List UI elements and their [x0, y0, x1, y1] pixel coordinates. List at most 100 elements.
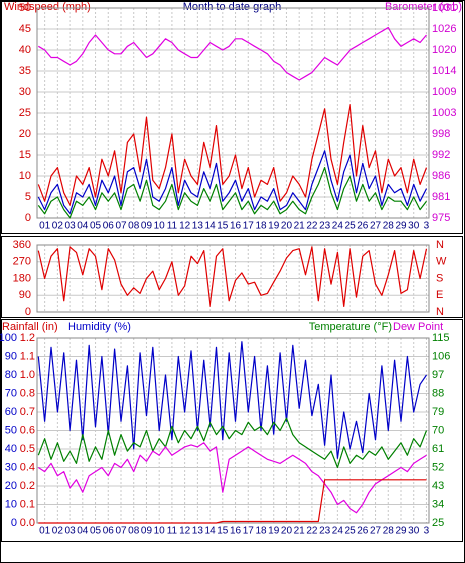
x-tick-label: 21	[294, 526, 306, 537]
y2-tick-label: 1031	[432, 2, 456, 14]
plot-area	[36, 337, 430, 524]
x-tick-label: 07	[115, 526, 127, 537]
x-tick-label: 15	[217, 526, 229, 537]
x-tick-label: 08	[128, 526, 140, 537]
x-tick-label: 17	[243, 221, 255, 232]
x-tick-label: 02	[52, 221, 64, 232]
y-tick-label: 0.4	[20, 461, 35, 473]
x-tick-label: 24	[332, 526, 344, 537]
y3-tick-label: 10	[5, 498, 17, 510]
y2-axis-label: Barometer (mb)	[385, 1, 462, 13]
y3-tick-label: 100	[0, 332, 17, 344]
y-axis-label: Windspeed (mph)	[4, 1, 91, 13]
data-line	[37, 167, 427, 219]
data-line	[37, 104, 428, 206]
x-tick-label: 14	[205, 526, 217, 537]
x-tick-label: 29	[395, 221, 407, 232]
y3-tick-label: 70	[5, 387, 17, 399]
y-tick-label: 0.2	[20, 480, 35, 492]
x-tick-label: 27	[370, 526, 382, 537]
y2-tick-label: N	[436, 306, 444, 318]
data-line	[37, 341, 427, 459]
x-tick-label: 3	[424, 526, 430, 537]
x-tick-label: 23	[319, 526, 331, 537]
x-tick-label: 17	[243, 526, 255, 537]
x-tick-label: 08	[128, 221, 140, 232]
y2-tick-label: 34	[432, 498, 444, 510]
data-line	[37, 150, 428, 215]
y2-tick-label: 1003	[432, 107, 456, 119]
x-tick-label: 24	[332, 221, 344, 232]
x-tick-label: 28	[383, 526, 395, 537]
annotation: Dew Point	[393, 321, 443, 333]
panel-frame	[1, 319, 463, 542]
y-tick-label: 270	[13, 256, 31, 268]
x-tick-label: 3	[424, 221, 430, 232]
y2-tick-label: 1020	[432, 44, 456, 56]
x-tick-label: 27	[370, 221, 382, 232]
y-axis-label: Rainfall (in)	[2, 321, 58, 333]
y2-tick-label: 1009	[432, 86, 456, 98]
x-tick-label: 26	[357, 221, 369, 232]
x-tick-label: 19	[268, 221, 280, 232]
plot-area	[36, 244, 430, 313]
y2-tick-label: 986	[432, 170, 450, 182]
x-tick-label: 25	[345, 221, 357, 232]
x-tick-label: 10	[154, 526, 166, 537]
y3-tick-label: 30	[5, 461, 17, 473]
x-tick-label: 19	[268, 526, 280, 537]
x-tick-label: 03	[65, 221, 77, 232]
y2-tick-label: 88	[432, 387, 444, 399]
y2-tick-label: 992	[432, 149, 450, 161]
y3-tick-label: 50	[5, 424, 17, 436]
x-tick-label: 29	[395, 526, 407, 537]
y-tick-label: 50	[19, 2, 31, 14]
y2-tick-label: 52	[432, 461, 444, 473]
y-tick-label: 1.0	[20, 369, 35, 381]
y-tick-label: 25	[19, 107, 31, 119]
y-tick-label: 0.1	[20, 498, 35, 510]
y-tick-label: 0.0	[20, 517, 35, 529]
y2-tick-label: 25	[432, 517, 444, 529]
y-tick-label: 10	[19, 170, 31, 182]
y-tick-label: 35	[19, 65, 31, 77]
x-tick-label: 20	[281, 221, 293, 232]
y3-tick-label: 90	[5, 350, 17, 362]
x-tick-label: 11	[167, 526, 178, 537]
x-tick-label: 05	[90, 526, 102, 537]
y2-tick-label: 998	[432, 128, 450, 140]
x-tick-label: 15	[217, 221, 229, 232]
y2-tick-label: N	[436, 239, 444, 251]
x-tick-label: 14	[205, 221, 217, 232]
panel-frame	[1, 1, 463, 234]
y-tick-label: 0.7	[20, 406, 35, 418]
y2-tick-label: 1026	[432, 23, 456, 35]
x-tick-label: 11	[167, 221, 178, 232]
y-tick-label: 0.5	[20, 443, 35, 455]
x-tick-label: 05	[90, 221, 102, 232]
x-tick-label: 26	[357, 526, 369, 537]
y2-tick-label: 975	[432, 212, 450, 224]
x-tick-label: 21	[294, 221, 306, 232]
data-line	[38, 479, 427, 524]
y2-tick-label: W	[436, 256, 447, 268]
x-tick-label: 28	[383, 221, 395, 232]
x-tick-label: 13	[192, 221, 204, 232]
x-tick-label: 16	[230, 526, 242, 537]
y-tick-label: 90	[19, 289, 31, 301]
x-tick-label: 30	[408, 526, 420, 537]
x-tick-label: 13	[192, 526, 204, 537]
plot-area	[36, 7, 430, 219]
x-tick-label: 09	[141, 221, 153, 232]
y2-tick-label: 981	[432, 191, 450, 203]
y-tick-label: 1.2	[20, 332, 35, 344]
x-tick-label: 12	[179, 526, 191, 537]
x-tick-label: 12	[179, 221, 191, 232]
y-tick-label: 1.1	[20, 350, 35, 362]
x-tick-label: 04	[77, 526, 89, 537]
y3-tick-label: 60	[5, 406, 17, 418]
y3-tick-label: 40	[5, 443, 17, 455]
x-tick-label: 10	[154, 221, 166, 232]
data-line	[37, 246, 428, 307]
